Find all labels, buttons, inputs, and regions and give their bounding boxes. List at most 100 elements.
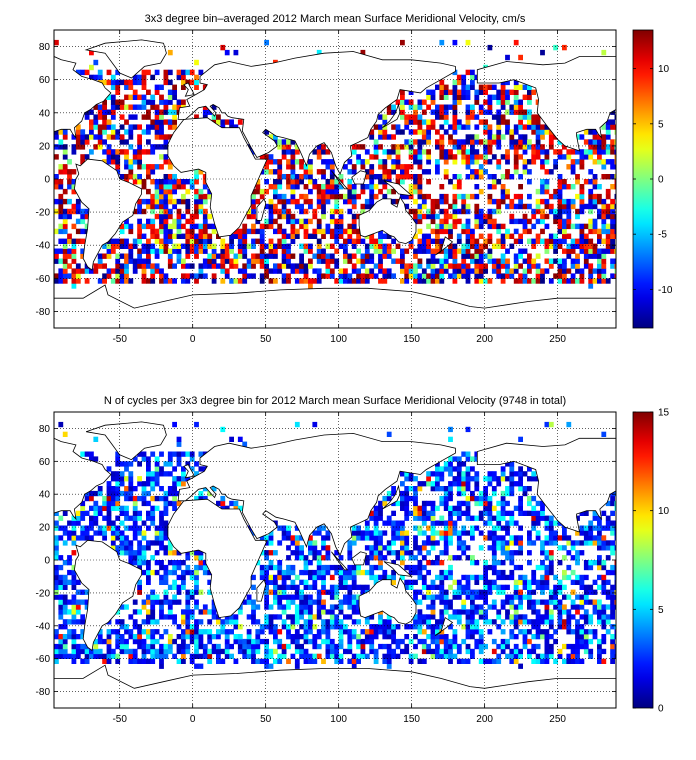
heatmap-cell — [404, 535, 410, 541]
heatmap-cell — [128, 94, 134, 100]
heatmap-cell — [579, 629, 585, 635]
heatmap-cell — [163, 208, 169, 215]
heatmap-cell — [430, 505, 436, 511]
heatmap-cell — [562, 179, 567, 185]
heatmap-cell — [264, 268, 269, 274]
heatmap-cell — [264, 599, 269, 605]
heatmap-cell — [483, 490, 488, 497]
heatmap-cell — [369, 184, 375, 190]
heatmap-cell — [185, 594, 191, 600]
heatmap-cell — [605, 144, 611, 150]
heatmap-cell — [150, 481, 156, 487]
heatmap-cell — [163, 243, 169, 249]
heatmap-cell — [286, 584, 291, 590]
heatmap-cell — [281, 213, 287, 220]
heatmap-cell — [448, 525, 453, 531]
heatmap-cell — [54, 258, 59, 264]
heatmap-cell — [316, 643, 322, 650]
heatmap-cell — [159, 599, 164, 605]
heatmap-cell — [404, 169, 410, 175]
heatmap-cell — [251, 643, 256, 650]
heatmap-cell — [281, 619, 287, 625]
heatmap-cell — [491, 525, 497, 531]
heatmap-cell — [448, 124, 453, 130]
heatmap-cell — [443, 114, 449, 120]
heatmap-cell — [290, 594, 296, 600]
heatmap-cell — [448, 555, 453, 561]
heatmap-cell — [531, 648, 537, 655]
heatmap-cell — [518, 579, 523, 585]
heatmap-cell — [592, 609, 598, 615]
x-tick-label: 50 — [260, 714, 272, 725]
heatmap-cell — [487, 481, 493, 487]
heatmap-cell — [110, 149, 116, 155]
heatmap-cell — [605, 233, 611, 239]
heatmap-cell — [500, 500, 506, 507]
heatmap-cell — [421, 545, 427, 551]
heatmap-cell — [413, 500, 418, 507]
heatmap-cell — [189, 574, 195, 581]
heatmap-cell — [146, 253, 151, 259]
heatmap-cell — [456, 481, 462, 487]
heatmap-cell — [198, 69, 204, 76]
heatmap-cell — [478, 643, 484, 650]
heatmap-cell — [58, 208, 64, 215]
heatmap-cell — [579, 530, 585, 536]
heatmap-cell — [540, 179, 545, 185]
heatmap-cell — [391, 624, 396, 630]
heatmap-cell — [286, 263, 291, 269]
heatmap-cell — [194, 638, 199, 645]
heatmap-cell — [474, 476, 480, 482]
heatmap-cell — [321, 555, 326, 561]
heatmap-cell — [246, 213, 252, 220]
heatmap-cell — [229, 124, 234, 130]
heatmap-cell — [544, 648, 550, 655]
heatmap-cell — [58, 564, 64, 571]
heatmap-cell — [124, 624, 129, 630]
heatmap-cell — [325, 253, 331, 259]
heatmap-cell — [176, 233, 182, 239]
heatmap-cell — [75, 203, 81, 210]
heatmap-cell — [531, 609, 537, 615]
heatmap-cell — [194, 203, 199, 210]
heatmap-cell — [150, 99, 156, 105]
heatmap-cell — [548, 594, 554, 600]
heatmap-cell — [614, 248, 616, 254]
heatmap-cell — [413, 129, 418, 135]
heatmap-cell — [62, 273, 68, 279]
heatmap-cell — [483, 268, 488, 274]
heatmap-cell — [597, 658, 602, 664]
coastline-outline — [256, 578, 267, 602]
heatmap-cell — [527, 589, 532, 595]
heatmap-cell — [597, 520, 602, 526]
heatmap-cell — [544, 188, 550, 195]
heatmap-cell — [325, 634, 331, 640]
heatmap-cell — [413, 535, 418, 541]
heatmap-cell — [242, 263, 248, 269]
heatmap-cell — [264, 658, 269, 664]
heatmap-cell — [347, 614, 353, 620]
heatmap-cell — [71, 283, 77, 289]
heatmap-cell — [505, 188, 510, 195]
heatmap-cell — [237, 634, 243, 640]
heatmap-cell — [290, 564, 296, 571]
heatmap-cell — [251, 658, 256, 664]
heatmap-cell — [89, 490, 94, 497]
heatmap-cell — [456, 530, 462, 536]
heatmap-cell — [448, 179, 453, 185]
heatmap-cell — [194, 59, 199, 66]
heatmap-cell — [610, 258, 615, 264]
heatmap-cell — [487, 495, 493, 502]
heatmap-cell — [513, 634, 519, 640]
heatmap-cell — [137, 134, 142, 140]
heatmap-cell — [294, 268, 300, 274]
heatmap-cell — [198, 619, 204, 625]
heatmap-cell — [299, 594, 304, 600]
heatmap-cell — [67, 619, 72, 625]
heatmap-cell — [483, 144, 488, 150]
heatmap-cell — [128, 481, 134, 487]
heatmap-cell — [172, 505, 177, 511]
heatmap-cell — [141, 520, 147, 526]
heatmap-cell — [58, 213, 64, 220]
heatmap-cell — [518, 535, 523, 541]
